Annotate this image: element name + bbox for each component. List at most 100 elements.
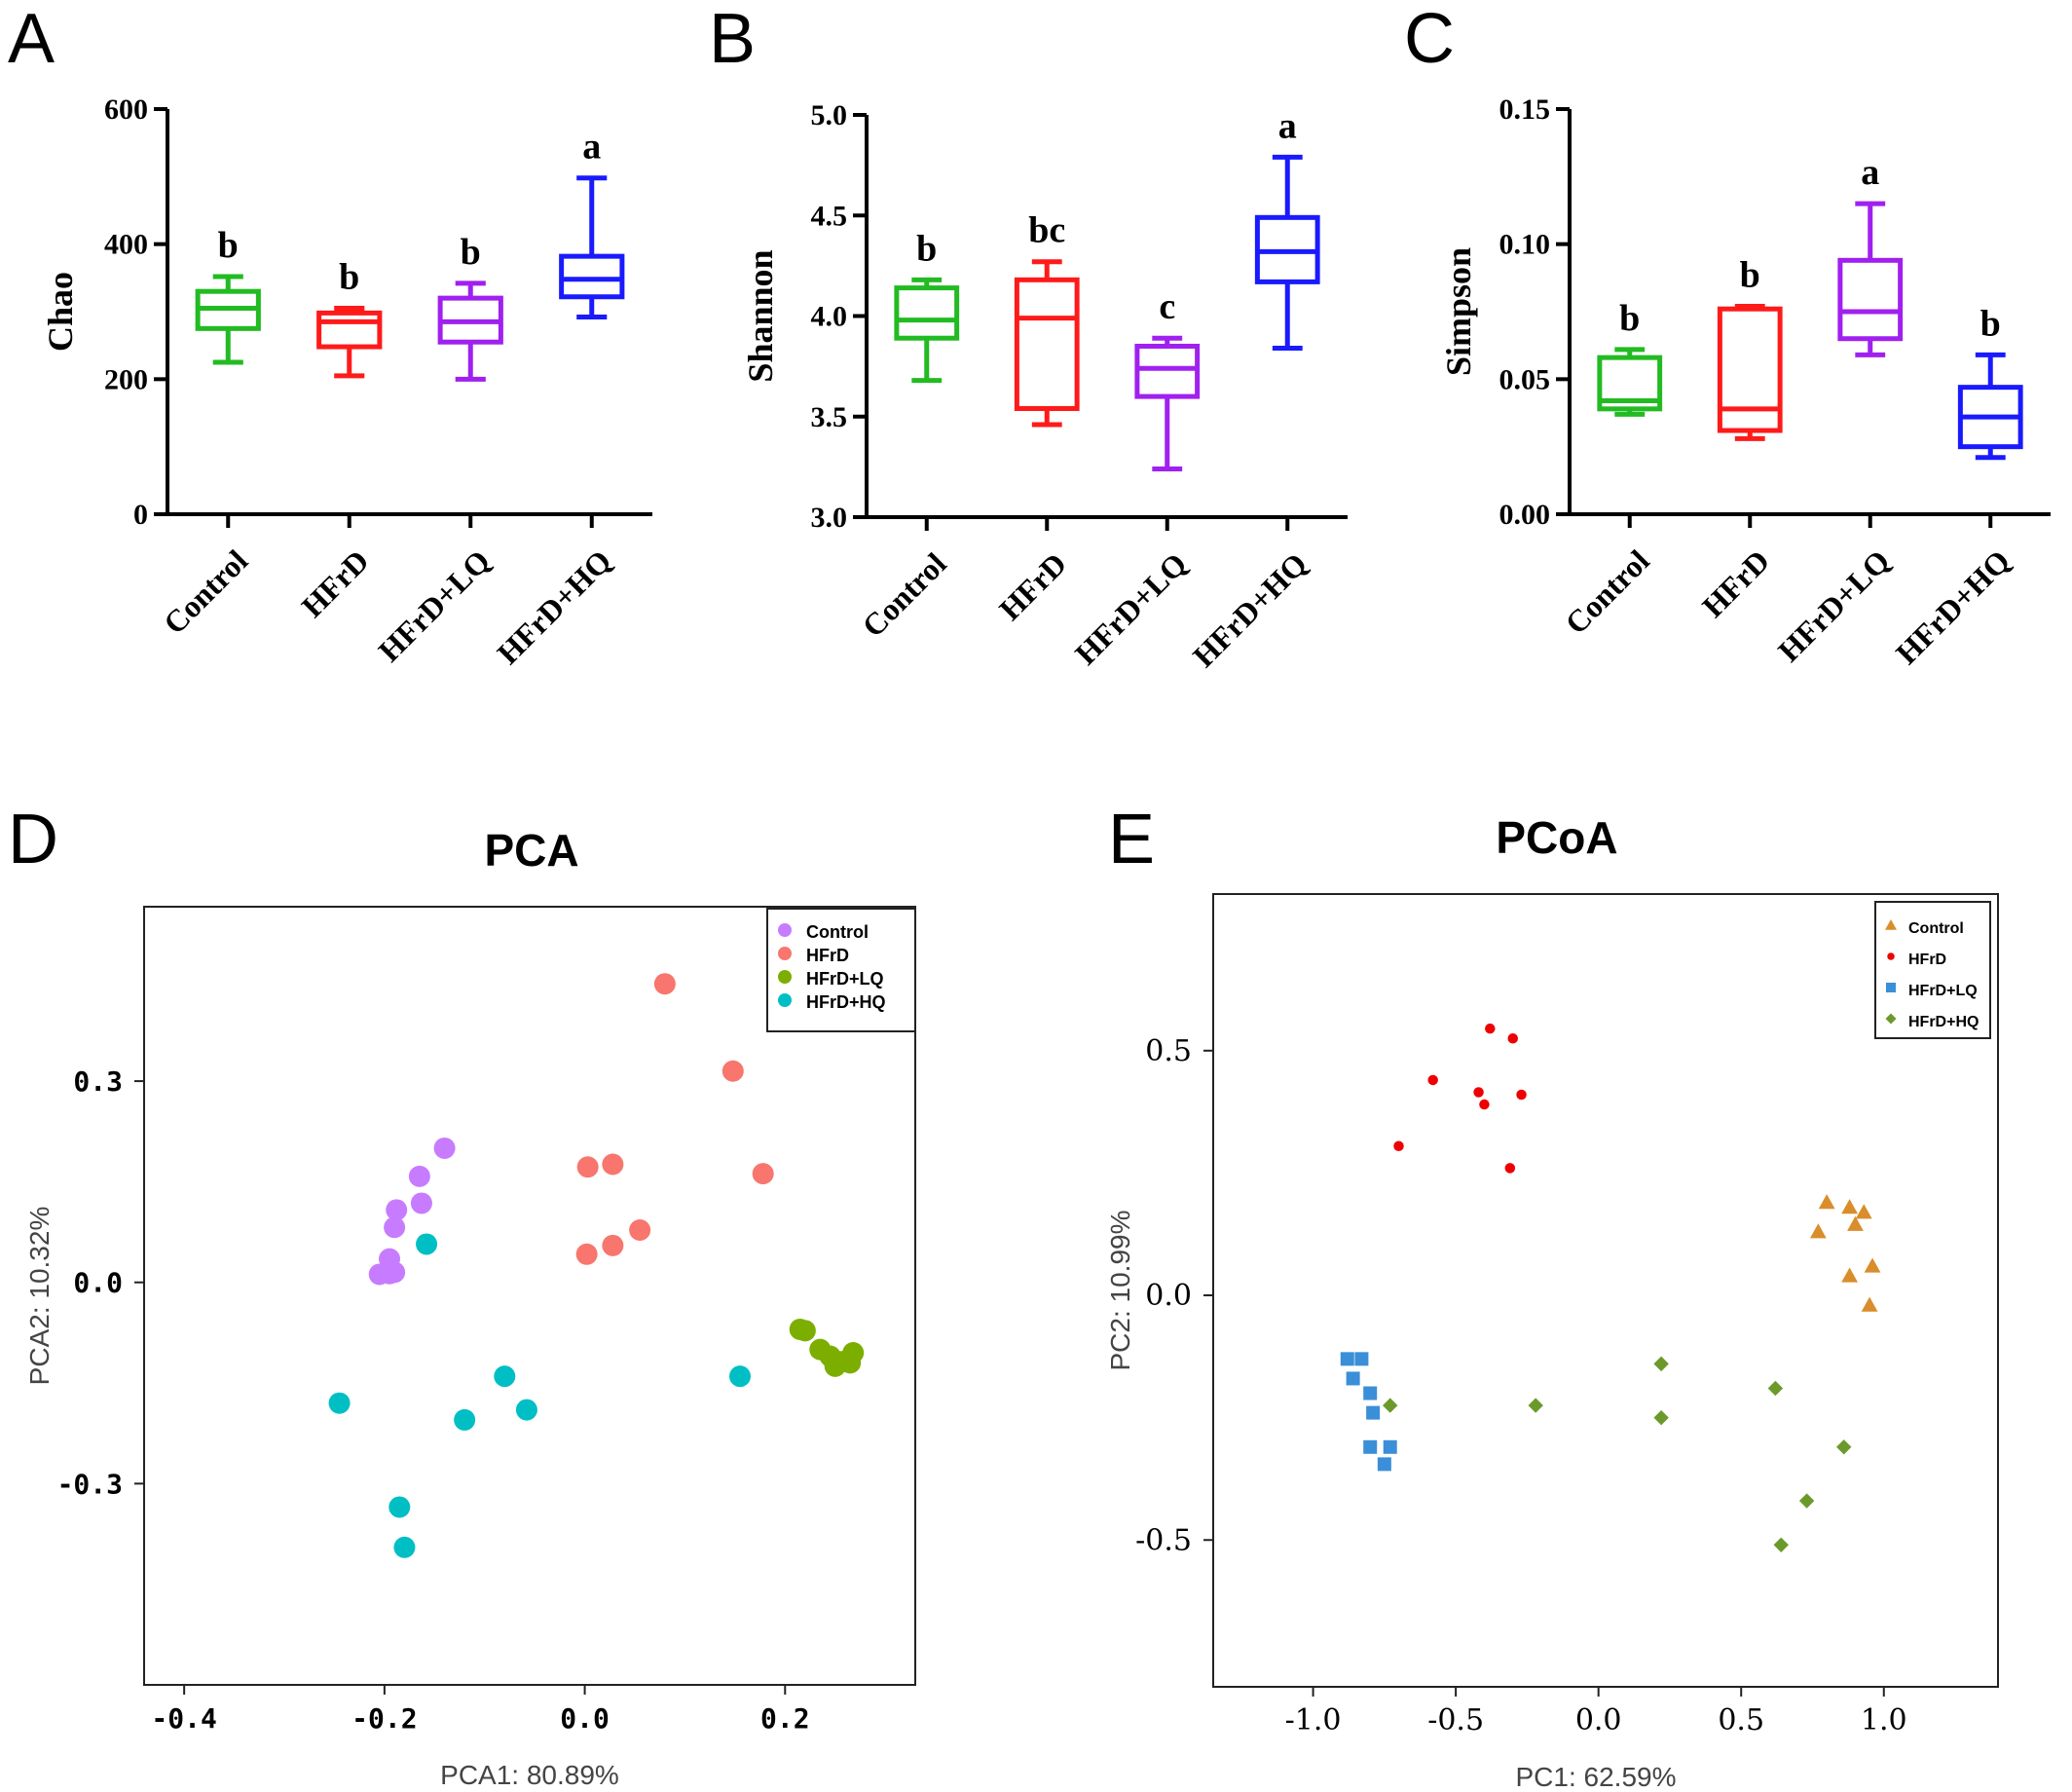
panel-e-point-hfrd-hq	[1798, 1493, 1815, 1509]
panel-e-point-hfrd	[1473, 1087, 1484, 1098]
panel-d-point-control	[408, 1165, 430, 1187]
panel-d-legend-marker-4	[778, 993, 792, 1007]
panel-e-point-hfrd-hq	[1767, 1380, 1784, 1397]
panel-d-point-hfrd-hq	[416, 1233, 438, 1255]
panel-a-category-label-3: HFrD+LQ	[371, 542, 497, 668]
panel-d-plot-frame	[143, 906, 916, 1686]
panel-e-point-control	[1861, 1296, 1878, 1312]
panel-c-y-tick-label: 0.00	[1499, 499, 1551, 531]
panel-e-legend-label-2: HFrD	[1908, 952, 1946, 968]
panel-letter-b: B	[709, 0, 756, 78]
panel-b-category-label-3: HFrD+LQ	[1068, 545, 1194, 671]
panel-a-y-tick-label: 0	[133, 499, 148, 531]
panel-e-x-label: PC1: 62.59%	[1516, 1762, 1677, 1792]
panel-e-legend-marker-4	[1885, 1013, 1897, 1025]
panel-b-box-3	[1134, 343, 1201, 399]
panel-b-sig-letter-2: bc	[1028, 210, 1065, 251]
panel-b-sig-letter-3: c	[1159, 286, 1175, 327]
panel-d-x-label: PCA1: 80.89%	[440, 1760, 619, 1790]
panel-e-point-hfrd-hq	[1528, 1398, 1543, 1413]
panel-e-point-hfrd	[1507, 1032, 1518, 1044]
panel-d-chart: PCA -0.4 -0.2 0.0 0.2 -0.3 0.0 0.3 PCA1: 80.89% P…	[24, 825, 916, 1790]
panel-d-legend-marker-3	[778, 970, 792, 984]
panel-a-chart: 0 200 400 600 Chao b Control b HFrD b HFrD+LQ a HFrD…	[41, 93, 652, 671]
panel-c-sig-letter-4: b	[1980, 303, 2001, 344]
panel-b-y-tick-label: 4.5	[811, 200, 848, 232]
panel-c-y-tick-label: 0.10	[1499, 229, 1551, 261]
panel-d-point-hfrd-hq	[515, 1399, 537, 1421]
panel-d-point-hfrd-hq	[393, 1536, 416, 1558]
panel-d-y-label: PCA2: 10.32%	[24, 1207, 55, 1386]
panel-d-point-hfrd	[629, 1218, 651, 1241]
panel-e-point-hfrd	[1516, 1089, 1527, 1101]
panel-e-legend-label-4: HFrD+HQ	[1908, 1014, 1979, 1030]
panel-e-y-tick-label: -0.5	[1135, 1523, 1192, 1557]
panel-e-legend-label-3: HFrD+LQ	[1908, 983, 1978, 999]
panel-e-x-tick-label: 0.5	[1718, 1703, 1764, 1737]
panel-e-legend-marker-2	[1887, 952, 1895, 960]
panel-e-y-tick-label: 0.5	[1145, 1034, 1192, 1068]
panel-d-legend-label-3: HFrD+LQ	[806, 969, 884, 989]
panel-d-legend-label-2: HFrD	[806, 946, 849, 965]
panel-a-category-label-4: HFrD+HQ	[490, 542, 617, 670]
panel-c-box-3	[1837, 257, 1904, 342]
panel-d-x-tick-label: 0.2	[760, 1702, 810, 1735]
panel-e-point-hfrd-lq	[1346, 1371, 1360, 1386]
panel-d-point-hfrd	[602, 1234, 624, 1256]
panel-c-y-tick-label: 0.15	[1499, 93, 1551, 126]
panel-a-box-2	[316, 310, 383, 350]
panel-e-point-hfrd-lq	[1383, 1439, 1397, 1454]
panel-e-point-hfrd-lq	[1363, 1439, 1378, 1454]
panel-d-point-hfrd-lq	[822, 1348, 844, 1370]
panel-d-y-tick-label: 0.0	[73, 1267, 123, 1299]
panel-letters: A B C D E	[8, 0, 1455, 878]
panel-a-y-tick-label: 200	[104, 363, 148, 395]
panel-e-point-hfrd-lq	[1377, 1457, 1391, 1472]
panel-a-y-tick-label: 400	[104, 229, 148, 261]
panel-e-point-hfrd	[1479, 1099, 1490, 1110]
panel-d-point-hfrd-hq	[729, 1365, 751, 1388]
panel-a-y-tick-label: 600	[104, 93, 148, 126]
panel-e-point-control	[1841, 1267, 1858, 1283]
panel-letter-d: D	[8, 801, 58, 878]
panel-d-point-hfrd-lq	[794, 1320, 816, 1342]
panel-e-point-hfrd-lq	[1340, 1352, 1354, 1366]
panel-e-point-hfrd	[1427, 1074, 1438, 1086]
panel-d-point-hfrd	[722, 1060, 744, 1082]
panel-a-sig-letter-2: b	[339, 257, 359, 298]
panel-b-sig-letter-1: b	[916, 228, 937, 269]
panel-d-y-tick-label: 0.3	[73, 1065, 123, 1098]
panel-c-sig-letter-1: b	[1619, 298, 1640, 339]
panel-d-legend-box	[766, 908, 916, 1032]
panel-a-sig-letter-4: a	[582, 127, 601, 168]
panel-e-title: PCoA	[1496, 812, 1617, 863]
panel-d-point-hfrd	[575, 1243, 598, 1265]
panel-d-point-hfrd-hq	[388, 1496, 411, 1518]
panel-e-point-control	[1841, 1199, 1858, 1214]
panel-b-sig-letter-4: a	[1278, 105, 1297, 146]
panel-letter-e: E	[1108, 801, 1155, 878]
panel-d-x-tick-label: -0.4	[151, 1702, 216, 1735]
panel-e-point-hfrd	[1393, 1140, 1404, 1152]
panel-b-y-label: Shannon	[741, 249, 780, 382]
panel-d-point-control	[384, 1216, 406, 1239]
panel-c-y-label: Simpson	[1439, 247, 1478, 376]
panel-e-point-hfrd-hq	[1653, 1356, 1669, 1372]
panel-e-x-tick-label: 0.0	[1575, 1703, 1622, 1737]
panel-e-point-hfrd-lq	[1366, 1405, 1381, 1420]
panel-letter-a: A	[8, 0, 55, 78]
panel-e-point-control	[1855, 1204, 1872, 1219]
panel-e-legend-marker-1	[1885, 919, 1897, 930]
panel-a-category-label-2: HFrD	[294, 542, 375, 623]
panel-e-point-hfrd-hq	[1773, 1537, 1789, 1552]
panel-e-legend-box	[1874, 901, 1991, 1039]
panel-d-point-hfrd	[576, 1156, 599, 1178]
panel-b-y-tick-label: 3.5	[811, 401, 848, 433]
panel-c-box-1	[1597, 355, 1663, 412]
panel-d-point-control	[386, 1199, 408, 1221]
panel-e-point-hfrd-hq	[1836, 1439, 1852, 1455]
panel-e-x-tick-label: -1.0	[1285, 1703, 1342, 1737]
panel-b-chart: 3.0 3.5 4.0 4.5 5.0 Shannon b Control bc HFrD c HFr…	[741, 99, 1348, 674]
panel-c-y-tick-label: 0.05	[1499, 363, 1551, 395]
